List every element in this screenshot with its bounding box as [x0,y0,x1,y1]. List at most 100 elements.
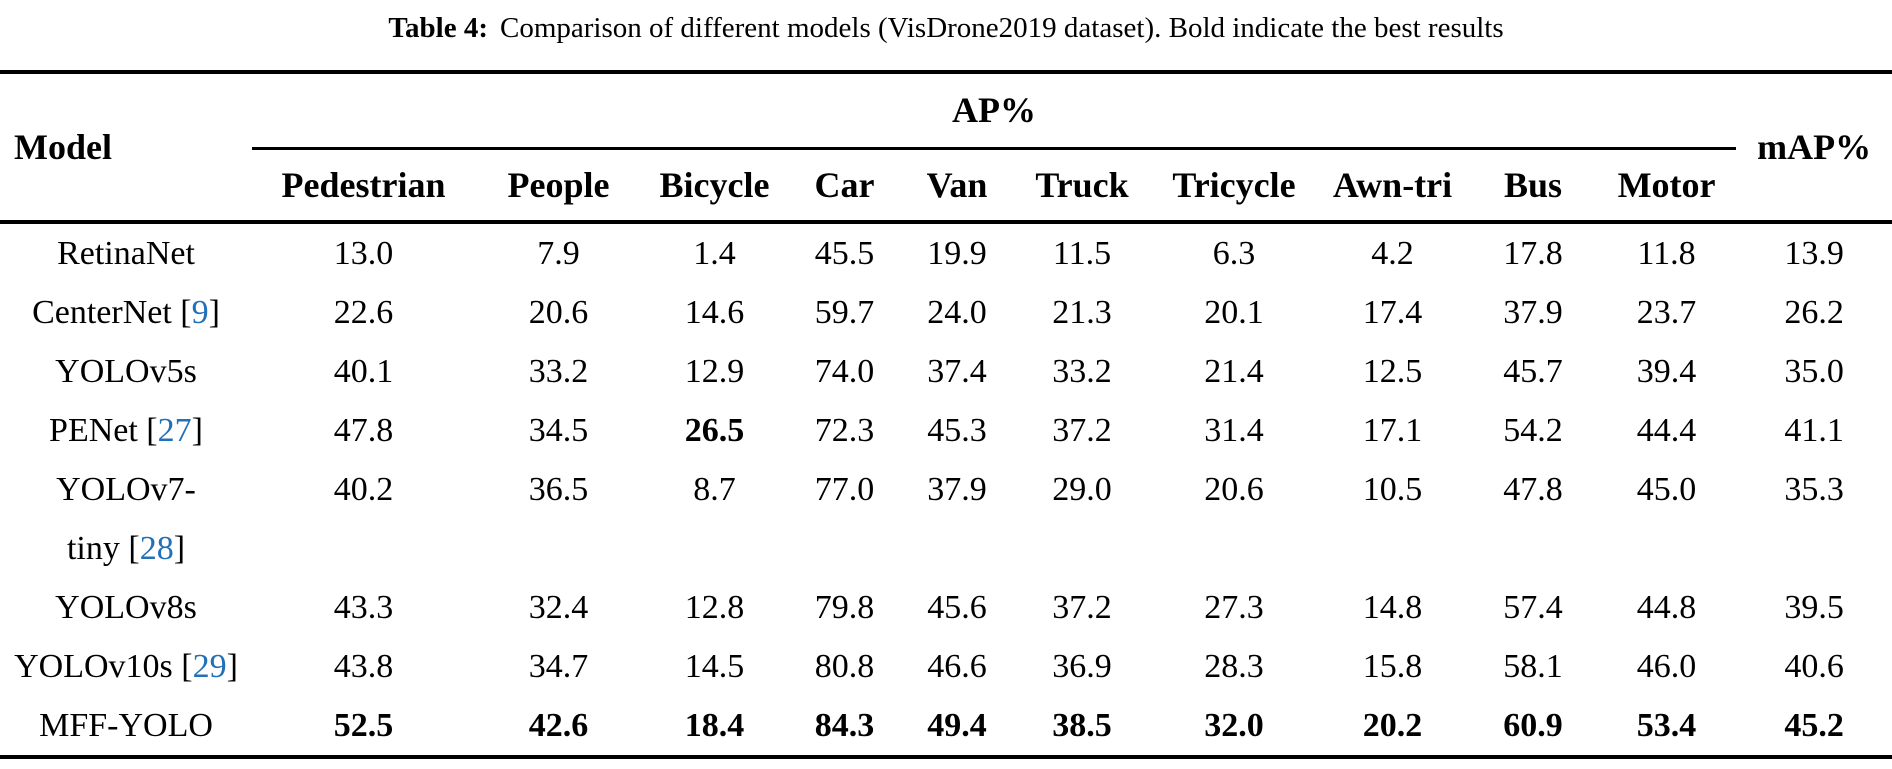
citation-link[interactable]: 29 [192,648,227,685]
ap-value-cell: 38.5 [1052,707,1112,744]
ap-value-cell: 21.3 [1052,294,1112,331]
ap-value-cell: 59.7 [814,294,875,331]
ap-value-cell: 27.3 [1204,589,1264,626]
ap-value-cell: 14.5 [684,648,745,685]
ap-value-cell: 12.5 [1362,353,1423,390]
ap-value-cell: 12.9 [684,353,745,390]
ap-value-cell: 37.9 [1503,294,1563,331]
ap-value-cell: 12.8 [684,589,745,626]
ap-value-cell: 39.4 [1636,353,1697,390]
class-header-car: Car [787,148,902,224]
caption-text: Comparison of different models (VisDrone… [500,12,1504,44]
table-row-centernet: CenterNet [9] 22.6 20.6 14.6 59.7 24.0 21.3 20.… [0,283,1892,342]
ap-value-cell: 37.4 [927,353,987,390]
ap-value-cell: 84.3 [814,707,875,744]
ap-value-cell: 46.0 [1636,648,1697,685]
model-name-text: YOLOv8s [55,589,197,626]
model-name-cell: YOLOv7- tiny [28] [0,460,252,578]
model-name-text: ] [191,412,203,449]
ap-value-cell: 24.0 [927,294,987,331]
ap-value-cell: 53.4 [1636,707,1697,744]
ap-value-cell: 36.5 [528,471,589,508]
class-header-pedestrian: Pedestrian [252,148,475,224]
ap-value-cell: 14.6 [684,294,745,331]
ap-value-cell: 60.9 [1503,707,1563,744]
ap-value-cell: 45.6 [927,589,987,626]
caption-label: Table 4: [388,12,488,44]
ap-value-cell: 58.1 [1503,648,1563,685]
ap-value-cell: 40.1 [333,353,394,390]
col-group-header-ap: AP% [252,72,1737,150]
model-name-cell: PENet [27] [0,401,252,460]
model-name-line: YOLOv8s [0,578,252,637]
model-name-text: ] [226,648,238,685]
model-name-line: RetinaNet [0,224,252,283]
class-header-people: People [475,148,642,224]
ap-value-cell: 11.8 [1637,235,1696,272]
model-name-text: ] [208,294,220,331]
ap-value-cell: 21.4 [1204,353,1264,390]
ap-value-cell: 80.8 [814,648,875,685]
citation-link[interactable]: 28 [139,530,174,567]
ap-value-cell: 36.9 [1052,648,1112,685]
ap-value-cell: 45.5 [814,235,875,272]
ap-value-cell: 37.2 [1052,412,1112,449]
ap-value-cell: 57.4 [1503,589,1563,626]
map-value-cell: 35.3 [1784,471,1844,508]
model-name-line: YOLOv5s [0,342,252,401]
ap-value-cell: 28.3 [1204,648,1264,685]
model-name-line: CenterNet [9] [0,283,252,342]
class-header-motor: Motor [1597,148,1737,224]
model-name-text: YOLOv10s [ [14,648,193,685]
ap-value-cell: 52.5 [333,707,394,744]
col-header-map: mAP% [1736,72,1892,224]
ap-value-cell: 26.5 [684,412,745,449]
class-header-tricycle: Tricycle [1152,148,1316,224]
header-group-row: Model AP% mAP% [0,72,1892,224]
map-value-cell: 39.5 [1784,589,1844,626]
model-name-cell: RetinaNet [0,222,252,283]
model-name-text: CenterNet [ [32,294,192,331]
ap-value-cell: 20.2 [1362,707,1423,744]
ap-value-cell: 17.8 [1503,235,1563,272]
ap-value-cell: 32.0 [1204,707,1264,744]
map-value-cell: 45.2 [1784,707,1844,744]
ap-value-cell: 49.4 [927,707,987,744]
ap-value-cell: 1.4 [693,235,736,272]
ap-value-cell: 4.2 [1371,235,1414,272]
model-name-cell: YOLOv10s [29] [0,637,252,696]
model-name-line: YOLOv7- [0,460,252,519]
ap-value-cell: 77.0 [814,471,875,508]
table-row-retinanet: RetinaNet 13.0 7.9 1.4 45.5 19.9 11.5 6.3 4.2 17.… [0,222,1892,283]
ap-value-cell: 34.7 [528,648,589,685]
class-header-truck: Truck [1012,148,1152,224]
map-value-cell: 35.0 [1784,353,1844,390]
ap-value-cell: 19.9 [927,235,987,272]
ap-value-cell: 20.6 [1204,471,1264,508]
ap-value-cell: 43.3 [333,589,394,626]
model-name-cell: CenterNet [9] [0,283,252,342]
ap-value-cell: 18.4 [684,707,745,744]
model-name-text: tiny [ [66,530,140,567]
table-caption: Table 4: Comparison of different models (… [0,0,1892,70]
ap-value-cell: 20.6 [528,294,589,331]
ap-value-cell: 43.8 [333,648,394,685]
model-name-line: YOLOv10s [29] [0,637,252,696]
map-value-cell: 40.6 [1784,648,1844,685]
model-name-text: ] [173,530,186,567]
class-header-bicycle: Bicycle [642,148,787,224]
ap-value-cell: 42.6 [528,707,589,744]
ap-value-cell: 14.8 [1362,589,1423,626]
model-name-text: YOLOv7- [56,471,196,508]
citation-link[interactable]: 27 [157,412,192,449]
model-name-line: tiny [28] [0,519,252,578]
ap-value-cell: 11.5 [1052,235,1112,272]
ap-value-cell: 45.7 [1503,353,1563,390]
model-name-cell: MFF-YOLO [0,696,252,757]
citation-link[interactable]: 9 [191,294,209,331]
model-name-text: RetinaNet [57,235,195,272]
ap-value-cell: 54.2 [1503,412,1563,449]
ap-value-cell: 46.6 [927,648,987,685]
ap-value-cell: 37.9 [927,471,987,508]
